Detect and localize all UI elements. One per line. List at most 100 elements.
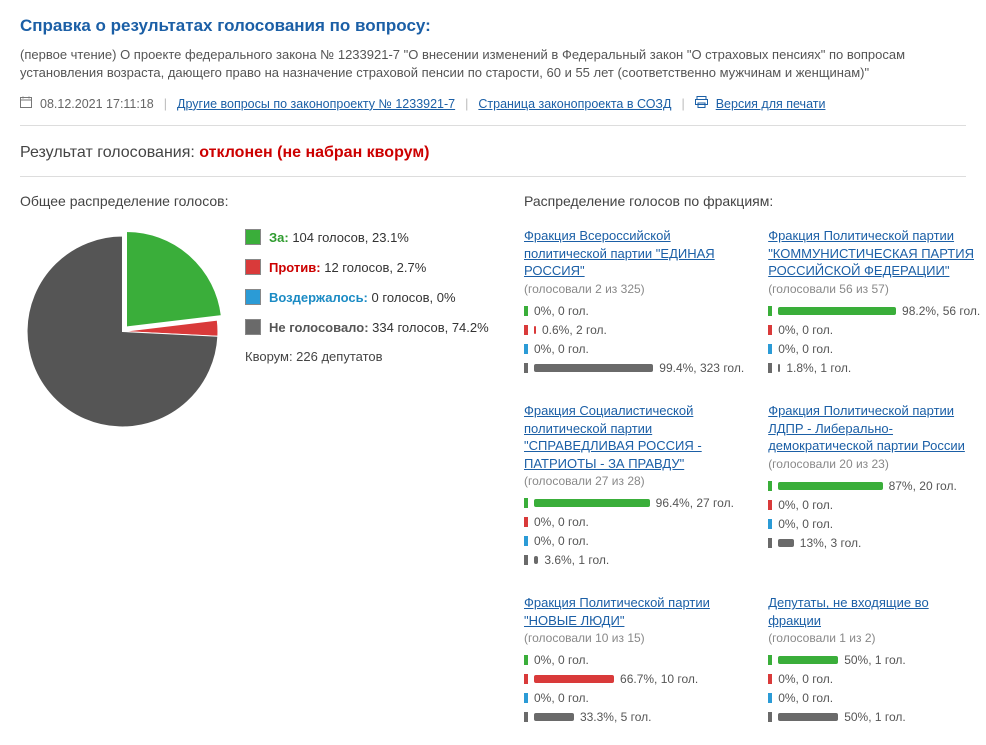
swatch-for: [245, 229, 261, 245]
bar-row-abstain: 0%, 0 гол.: [524, 342, 744, 356]
bar-row-against: 0%, 0 гол.: [768, 498, 980, 512]
bar-row-abstain: 0%, 0 гол.: [524, 534, 744, 548]
bar-fill: [534, 713, 574, 721]
bar-tick: [524, 498, 528, 508]
faction-link[interactable]: Фракция Политической партии "КОММУНИСТИЧ…: [768, 228, 974, 278]
faction-name: Фракция Политической партии "НОВЫЕ ЛЮДИ": [524, 594, 744, 629]
bar-row-against: 0%, 0 гол.: [768, 672, 980, 686]
bar-row-novote: 3.6%, 1 гол.: [524, 553, 744, 567]
faction-name: Фракция Политической партии ЛДПР - Либер…: [768, 402, 980, 455]
swatch-against: [245, 259, 261, 275]
bar-text: 33.3%, 5 гол.: [580, 710, 652, 724]
legend-row-abstain: Воздержалось: 0 голосов, 0%: [245, 289, 489, 305]
factions-grid: Фракция Всероссийской политической парти…: [524, 227, 980, 729]
faction-link[interactable]: Фракция Политической партии "НОВЫЕ ЛЮДИ": [524, 595, 710, 628]
bar-tick: [768, 519, 772, 529]
bar-tick: [524, 693, 528, 703]
bar-row-novote: 99.4%, 323 гол.: [524, 361, 744, 375]
bar-fill: [534, 556, 538, 564]
bar-tick: [524, 517, 528, 527]
bar-tick: [768, 363, 772, 373]
faction-block: Депутаты, не входящие во фракции(голосов…: [768, 594, 980, 729]
legend-abstain-label: Воздержалось:: [269, 290, 368, 305]
bar-tick: [768, 538, 772, 548]
faction-block: Фракция Политической партии ЛДПР - Либер…: [768, 402, 980, 572]
bar-text: 0%, 0 гол.: [778, 498, 833, 512]
legend-novote-text: 334 голосов, 74.2%: [372, 320, 489, 335]
bar-tick: [768, 481, 772, 491]
bar-tick: [524, 306, 528, 316]
bar-fill: [778, 482, 882, 490]
faction-link[interactable]: Фракция Социалистической политической па…: [524, 403, 702, 471]
result-value: отклонен (не набран кворум): [199, 144, 429, 161]
bar-text: 0%, 0 гол.: [534, 515, 589, 529]
page-title: Справка о результатах голосования по воп…: [20, 16, 966, 36]
bar-row-novote: 50%, 1 гол.: [768, 710, 980, 724]
bar-row-novote: 13%, 3 гол.: [768, 536, 980, 550]
bar-text: 0%, 0 гол.: [534, 534, 589, 548]
bar-fill: [778, 364, 780, 372]
bar-row-novote: 33.3%, 5 гол.: [524, 710, 744, 724]
result-row: Результат голосования: отклонен (не набр…: [20, 144, 966, 162]
bar-row-against: 0%, 0 гол.: [524, 515, 744, 529]
bar-fill: [778, 539, 794, 547]
legend-novote-label: Не голосовало:: [269, 320, 369, 335]
bar-row-for: 96.4%, 27 гол.: [524, 496, 744, 510]
bar-tick: [524, 363, 528, 373]
bar-tick: [524, 555, 528, 565]
bar-text: 0%, 0 гол.: [534, 691, 589, 705]
bar-row-for: 0%, 0 гол.: [524, 304, 744, 318]
bar-row-abstain: 0%, 0 гол.: [768, 517, 980, 531]
separator: |: [162, 97, 169, 111]
page-subtitle: (первое чтение) О проекте федерального з…: [20, 46, 966, 82]
legend-row-novote: Не голосовало: 334 голосов, 74.2%: [245, 319, 489, 335]
link-sozd[interactable]: Страница законопроекта в СОЗД: [478, 97, 671, 111]
pie-legend: За: 104 голосов, 23.1% Против: 12 голосо…: [245, 229, 489, 364]
bar-fill: [534, 675, 614, 683]
link-other-questions[interactable]: Другие вопросы по законопроекту № 123392…: [177, 97, 455, 111]
link-print[interactable]: Версия для печати: [716, 97, 826, 111]
divider: [20, 176, 966, 177]
bar-row-abstain: 0%, 0 гол.: [524, 691, 744, 705]
bar-tick: [768, 712, 772, 722]
separator: |: [679, 97, 686, 111]
bar-row-against: 0.6%, 2 гол.: [524, 323, 744, 337]
bar-text: 0%, 0 гол.: [778, 342, 833, 356]
swatch-abstain: [245, 289, 261, 305]
faction-block: Фракция Всероссийской политической парти…: [524, 227, 744, 380]
bar-text: 50%, 1 гол.: [844, 710, 906, 724]
bar-text: 0%, 0 гол.: [778, 323, 833, 337]
faction-voted: (голосовали 10 из 15): [524, 631, 744, 645]
bar-tick: [524, 674, 528, 684]
bar-tick: [524, 655, 528, 665]
bar-text: 0%, 0 гол.: [534, 342, 589, 356]
bar-text: 66.7%, 10 гол.: [620, 672, 698, 686]
faction-link[interactable]: Фракция Всероссийской политической парти…: [524, 228, 715, 278]
separator: |: [463, 97, 470, 111]
faction-link[interactable]: Депутаты, не входящие во фракции: [768, 595, 929, 628]
bar-row-against: 66.7%, 10 гол.: [524, 672, 744, 686]
bar-row-for: 87%, 20 гол.: [768, 479, 980, 493]
bar-tick: [768, 500, 772, 510]
swatch-novote: [245, 319, 261, 335]
bar-text: 99.4%, 323 гол.: [659, 361, 744, 375]
bar-text: 3.6%, 1 гол.: [544, 553, 609, 567]
overall-heading: Общее распределение голосов:: [20, 193, 500, 209]
bar-tick: [524, 712, 528, 722]
faction-name: Депутаты, не входящие во фракции: [768, 594, 980, 629]
bar-text: 0%, 0 гол.: [534, 304, 589, 318]
bar-row-for: 0%, 0 гол.: [524, 653, 744, 667]
bar-text: 50%, 1 гол.: [844, 653, 906, 667]
quorum-text: Кворум: 226 депутатов: [245, 349, 489, 364]
faction-voted: (голосовали 2 из 325): [524, 282, 744, 296]
bar-tick: [524, 344, 528, 354]
factions-heading: Распределение голосов по фракциям:: [524, 193, 980, 209]
faction-name: Фракция Всероссийской политической парти…: [524, 227, 744, 280]
faction-voted: (голосовали 27 из 28): [524, 474, 744, 488]
calendar-icon: [20, 96, 32, 111]
bar-fill: [534, 364, 653, 372]
faction-block: Фракция Политической партии "КОММУНИСТИЧ…: [768, 227, 980, 380]
bar-fill: [778, 713, 838, 721]
faction-block: Фракция Социалистической политической па…: [524, 402, 744, 572]
faction-link[interactable]: Фракция Политической партии ЛДПР - Либер…: [768, 403, 965, 453]
